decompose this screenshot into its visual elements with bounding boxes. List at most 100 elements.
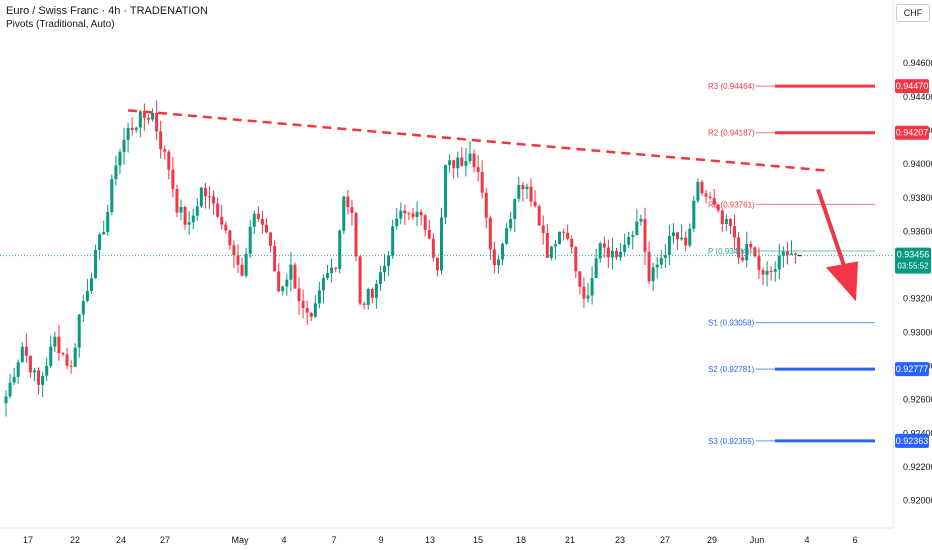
- candle-body: [350, 207, 354, 213]
- candle-body: [781, 251, 785, 256]
- candle-body: [606, 247, 610, 258]
- candle-body: [517, 185, 521, 199]
- candle-body: [179, 207, 183, 213]
- candle-body: [374, 284, 378, 298]
- candle-body: [639, 218, 643, 222]
- candle-body: [757, 256, 761, 271]
- candle-body: [594, 258, 598, 279]
- candle-body: [334, 267, 338, 269]
- x-tick-label: 7: [331, 535, 336, 545]
- candle-body: [777, 255, 781, 270]
- candle-body: [553, 244, 557, 247]
- forecast-arrow-head: [826, 261, 858, 302]
- candle-body: [212, 196, 216, 204]
- pivot-label: R2 (0.94187): [708, 129, 755, 138]
- pivot-price-badge: [895, 79, 929, 94]
- candle-body: [65, 354, 69, 366]
- candle-body: [24, 346, 28, 356]
- pivot-price-badge: [895, 433, 929, 448]
- pivot-price-badge-label: 0.94207: [896, 128, 929, 138]
- candle-body: [338, 230, 342, 269]
- x-tick-label: 24: [116, 535, 126, 545]
- candle-body: [411, 213, 415, 217]
- candle-body: [313, 303, 317, 317]
- candle-body: [171, 169, 175, 190]
- candle-body: [586, 295, 590, 299]
- candle-body: [452, 160, 456, 169]
- candle-body: [663, 255, 667, 258]
- x-tick-label: 9: [378, 535, 383, 545]
- candle-body: [558, 231, 562, 245]
- x-tick-label: May: [231, 535, 249, 545]
- candle-body: [492, 249, 496, 266]
- candle-body: [533, 201, 537, 207]
- x-tick-label: 23: [615, 535, 625, 545]
- candle-body: [159, 131, 163, 150]
- candle-body: [671, 232, 675, 237]
- x-tick-label: 27: [660, 535, 670, 545]
- candle-body: [488, 217, 492, 250]
- x-tick-label: Jun: [750, 535, 765, 545]
- candle-body: [749, 243, 753, 248]
- candle-body: [130, 127, 134, 130]
- candle-body: [362, 303, 366, 306]
- candle-body: [423, 215, 427, 230]
- candle-body: [260, 218, 264, 225]
- x-tick-label: 4: [804, 535, 809, 545]
- candle-body: [114, 165, 118, 180]
- candle-body: [403, 210, 407, 214]
- candle-body: [248, 226, 252, 254]
- candle-body: [281, 286, 285, 292]
- candle-body: [439, 217, 443, 271]
- candle-body: [240, 264, 244, 276]
- resistance-trendline[interactable]: [127, 109, 831, 173]
- candle-body: [472, 153, 476, 168]
- pivot-label: R1 (0.93761): [708, 200, 755, 209]
- candle-body: [460, 157, 464, 166]
- candle-body: [224, 224, 228, 231]
- currency-button[interactable]: CHF: [896, 4, 930, 22]
- candle-body: [700, 181, 704, 194]
- candle-body: [631, 235, 635, 237]
- pivot-label: R3 (0.94464): [708, 82, 755, 91]
- candle-body: [289, 264, 293, 280]
- candle-body: [122, 139, 126, 152]
- pivot-label: P (0.93484): [708, 247, 750, 256]
- candle-body: [680, 237, 684, 240]
- candle-body: [696, 181, 700, 201]
- candle-body: [134, 127, 138, 130]
- pivot-price-badge: [895, 362, 929, 377]
- candle-body: [688, 228, 692, 246]
- candle-body: [175, 189, 179, 213]
- pivots-indicator-label[interactable]: Pivots (Traditional, Auto): [6, 19, 115, 30]
- candle-body: [505, 228, 509, 244]
- candle-body: [41, 375, 45, 385]
- candle-body: [387, 255, 391, 266]
- candle-body: [444, 165, 448, 218]
- candle-body: [73, 347, 77, 367]
- candle-body: [228, 230, 232, 246]
- candle-body: [151, 112, 155, 120]
- x-tick-label: 29: [707, 535, 717, 545]
- candle-body: [305, 308, 309, 313]
- candle-body: [794, 253, 798, 255]
- candle-body: [208, 196, 211, 198]
- candle-body: [590, 278, 594, 296]
- candle-body: [549, 246, 553, 258]
- candle-body: [106, 212, 110, 233]
- candle-body: [146, 117, 150, 120]
- candle-body: [773, 269, 777, 272]
- candle-body: [383, 265, 387, 273]
- candle-body: [167, 151, 171, 170]
- candle-body: [769, 270, 773, 272]
- candle-body: [761, 270, 765, 275]
- candle-body: [57, 336, 61, 354]
- candle-body: [69, 365, 73, 367]
- candle-body: [728, 218, 732, 227]
